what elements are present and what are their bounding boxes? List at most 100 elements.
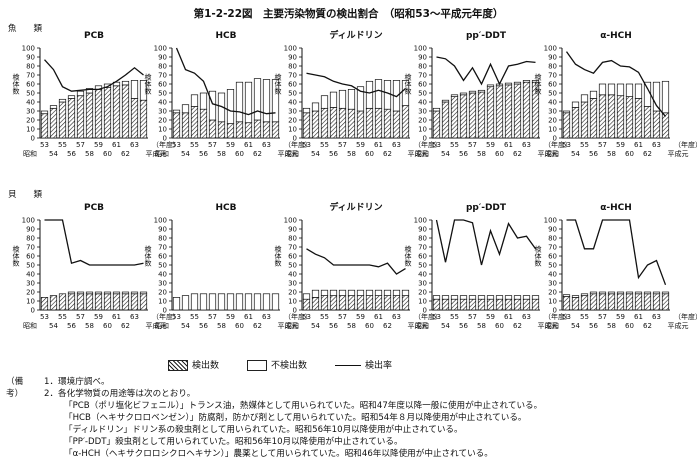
y-tick-label: 70 (548, 244, 557, 252)
y-tick-label: 90 (418, 226, 427, 234)
bar-detected (643, 106, 652, 139)
x-tick-label: 53 (302, 313, 311, 321)
bar-detected (208, 119, 217, 139)
y-tick-label: 90 (158, 226, 167, 234)
bar-detected (172, 112, 181, 139)
bar-not-detected (392, 289, 401, 296)
x-tick-label: 61 (112, 313, 121, 321)
y-tick-label: 60 (158, 253, 167, 261)
bar-detected (244, 122, 253, 139)
figure-title: 第1-2-22図 主要汚染物質の検出割合 （昭和53～平成元年度） (193, 8, 504, 20)
y-tick-label: 10 (418, 126, 427, 134)
y-tick-label: 70 (158, 72, 167, 80)
y-tick-label: 90 (418, 54, 427, 62)
x-last-label: 平成元 (538, 149, 559, 158)
bar-detected (76, 293, 85, 311)
bar-detected (616, 293, 625, 311)
x-tick-label: 58 (347, 150, 356, 158)
bar-detected (450, 96, 459, 139)
y-tick-label: 80 (26, 235, 35, 243)
x-tick-label: 61 (244, 313, 253, 321)
bar-detected (477, 298, 486, 311)
bar-not-detected (329, 91, 338, 108)
bar-detected (383, 108, 392, 139)
note-line: 1．環境庁調べ。 (44, 377, 110, 387)
bar-not-detected (139, 80, 148, 101)
y-axis-label: 検体数 (404, 73, 412, 96)
x-tick-label: 57 (338, 313, 347, 321)
x-tick-label: 54 (181, 150, 190, 158)
y-tick-label: 70 (288, 72, 297, 80)
bar-not-detected (459, 92, 468, 96)
bar-detected (598, 293, 607, 311)
x-tick-label: 58 (85, 322, 94, 330)
y-axis-label: 検体数 (144, 73, 152, 96)
x-last-label: 平成元 (146, 321, 167, 330)
y-tick-label: 30 (548, 108, 557, 116)
bar-not-detected (253, 293, 262, 311)
y-tick-label: 60 (26, 253, 35, 261)
bar-not-detected (495, 295, 504, 300)
bar-not-detected (643, 81, 652, 107)
bar-detected (661, 112, 670, 139)
bar-detected (190, 106, 199, 139)
bar-detected (365, 295, 374, 311)
x-tick-label: 55 (58, 141, 67, 149)
x-tick-label: 56 (67, 322, 76, 330)
bar-detected (76, 95, 85, 139)
bar-not-detected (235, 293, 244, 311)
x-tick-label: 56 (459, 322, 468, 330)
detection-rate-line (436, 56, 536, 86)
chart-title: α-HCH (600, 203, 632, 213)
bar-detected (495, 85, 504, 139)
y-axis-label: 検体数 (534, 73, 542, 96)
x-tick-label: 58 (347, 322, 356, 330)
bar-detected (58, 101, 67, 139)
bar-detected (495, 298, 504, 311)
y-tick-label: 30 (158, 280, 167, 288)
y-tick-label: 20 (288, 117, 297, 125)
bar-detected (441, 101, 450, 139)
x-unit-label: （年度） (152, 312, 180, 321)
x-last-label: 平成元 (668, 149, 689, 158)
x-tick-label: 56 (329, 150, 338, 158)
y-tick-label: 100 (154, 217, 167, 225)
bar-detected (486, 298, 495, 311)
bar-not-detected (121, 80, 130, 86)
x-tick-label: 55 (580, 141, 589, 149)
x-tick-label: 62 (383, 150, 392, 158)
bar-not-detected (616, 291, 625, 295)
x-tick-label: 59 (616, 141, 625, 149)
x-last-label: 平成元 (146, 149, 167, 158)
bar-not-detected (531, 80, 540, 83)
bar-detected (338, 107, 347, 139)
bar-detected (94, 293, 103, 311)
y-tick-label: 70 (418, 244, 427, 252)
x-prefix-label: 昭和 (545, 321, 559, 330)
bar-detected (302, 298, 311, 311)
x-tick-label: 58 (217, 322, 226, 330)
bar-not-detected (199, 92, 208, 110)
bar-not-detected (468, 295, 477, 300)
x-prefix-label: 昭和 (415, 149, 429, 158)
y-tick-label: 20 (158, 117, 167, 125)
x-tick-label: 56 (589, 150, 598, 158)
y-tick-label: 10 (548, 126, 557, 134)
bar-detected (302, 112, 311, 139)
x-tick-label: 59 (226, 141, 235, 149)
x-tick-label: 61 (374, 141, 383, 149)
x-tick-label: 63 (522, 313, 531, 321)
bar-not-detected (477, 89, 486, 93)
x-tick-label: 54 (181, 322, 190, 330)
y-tick-label: 100 (284, 45, 297, 53)
y-tick-label: 20 (26, 289, 35, 297)
bar-detected (522, 298, 531, 311)
x-tick-label: 63 (262, 141, 271, 149)
bar-detected (401, 295, 410, 311)
x-prefix-label: 昭和 (415, 321, 429, 330)
bar-detected (522, 81, 531, 139)
detection-rate-line (44, 59, 144, 92)
bar-not-detected (253, 78, 262, 121)
bar-not-detected (634, 83, 643, 99)
